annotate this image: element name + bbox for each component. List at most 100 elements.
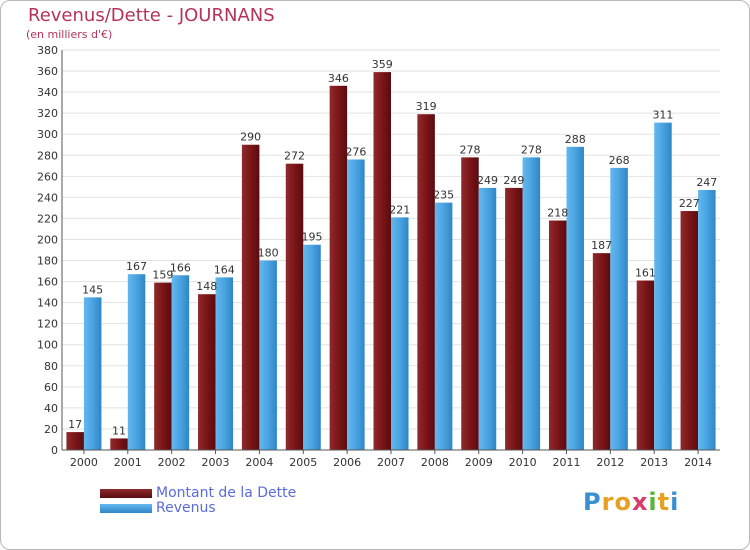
bar-debt-2010 <box>505 187 523 451</box>
y-tick-label: 320 <box>37 107 58 120</box>
legend-label-dette: Montant de la Dette <box>156 485 297 501</box>
bar-revenus-2006 <box>347 159 365 450</box>
y-tick-label: 160 <box>37 276 58 289</box>
x-tick-label-2011: 2011 <box>552 456 580 469</box>
bar-revenus-2005 <box>303 244 321 450</box>
data-label-revenus-2010: 278 <box>521 143 542 156</box>
logo-letter: i <box>648 488 658 516</box>
bar-revenus-2012 <box>610 167 628 451</box>
y-tick-label: 140 <box>37 297 58 310</box>
y-tick-label: 260 <box>37 170 58 183</box>
data-label-debt-2010: 249 <box>503 174 524 187</box>
data-label-revenus-2007: 221 <box>389 203 410 216</box>
data-label-debt-2002: 159 <box>152 269 173 282</box>
data-label-debt-2000: 17 <box>68 418 82 431</box>
y-tick-label: 20 <box>44 423 58 436</box>
y-tick-label: 100 <box>37 339 58 352</box>
y-tick-label: 120 <box>37 318 58 331</box>
bar-debt-2014 <box>680 211 699 450</box>
proxiti-logo: Proxiti <box>583 488 679 516</box>
data-label-revenus-2003: 164 <box>214 263 235 276</box>
data-label-revenus-2000: 145 <box>82 283 103 296</box>
bar-debt-2001 <box>110 438 128 450</box>
bar-debt-2009 <box>461 157 479 451</box>
data-label-debt-2009: 278 <box>459 143 480 156</box>
data-label-revenus-2012: 268 <box>609 154 630 167</box>
data-label-debt-2014: 227 <box>679 197 700 210</box>
bar-revenus-2010 <box>522 157 541 451</box>
bar-revenus-2003 <box>215 277 234 450</box>
data-label-revenus-2006: 276 <box>345 145 366 158</box>
bar-debt-2006 <box>329 85 348 450</box>
bar-revenus-2011 <box>566 146 584 450</box>
x-tick-label-2007: 2007 <box>377 456 405 469</box>
logo-letter: i <box>670 488 680 516</box>
y-tick-label: 0 <box>51 444 58 457</box>
data-label-revenus-2009: 249 <box>477 174 498 187</box>
y-tick-label: 240 <box>37 191 58 204</box>
x-tick-label-2010: 2010 <box>509 456 537 469</box>
x-tick-label-2009: 2009 <box>465 456 493 469</box>
bar-debt-2011 <box>548 220 567 450</box>
bar-revenus-2013 <box>654 122 672 450</box>
logo-letter: t <box>657 488 671 516</box>
logo-letter: P <box>583 488 602 516</box>
bar-debt-2003 <box>198 294 216 450</box>
y-tick-label: 300 <box>37 128 58 141</box>
data-label-revenus-2013: 311 <box>652 109 673 122</box>
data-label-debt-2005: 272 <box>284 150 305 163</box>
logo-letter: o <box>614 488 632 516</box>
legend-swatch-revenus <box>100 504 152 513</box>
logo-letter: r <box>601 488 615 516</box>
y-tick-label: 40 <box>44 402 58 415</box>
x-tick-label-2001: 2001 <box>114 456 142 469</box>
data-label-revenus-2002: 166 <box>170 261 191 274</box>
chart-title: Revenus/Dette - JOURNANS <box>28 5 275 26</box>
x-tick-label-2003: 2003 <box>202 456 230 469</box>
legend-swatch-dette <box>100 489 152 498</box>
data-label-debt-2013: 161 <box>635 267 656 280</box>
bar-debt-2013 <box>636 280 655 450</box>
data-label-revenus-2011: 288 <box>565 133 586 146</box>
y-tick-label: 180 <box>37 255 58 268</box>
bar-debt-2000 <box>66 432 84 450</box>
data-label-revenus-2014: 247 <box>696 176 717 189</box>
x-tick-label-2005: 2005 <box>289 456 317 469</box>
x-tick-label-2004: 2004 <box>245 456 273 469</box>
data-label-debt-2011: 218 <box>547 207 568 220</box>
bar-debt-2004 <box>241 144 260 450</box>
data-label-revenus-2005: 195 <box>302 231 323 244</box>
bar-debt-2007 <box>373 72 391 451</box>
x-tick-label-2000: 2000 <box>70 456 98 469</box>
axes-group: 0 20 40 60 80 100 120 140 160 180 200 220 240 260 280 3… <box>37 44 720 469</box>
bar-debt-2008 <box>417 114 435 451</box>
bar-debt-2002 <box>154 282 172 450</box>
logo-letter: x <box>631 488 649 516</box>
data-label-debt-2003: 148 <box>196 280 217 293</box>
bar-revenus-2002 <box>171 275 190 450</box>
bar-debt-2012 <box>592 253 611 450</box>
bar-revenus-2008 <box>434 202 453 450</box>
data-label-revenus-2004: 180 <box>258 247 279 260</box>
y-tick-label: 360 <box>37 65 58 78</box>
x-tick-label-2012: 2012 <box>596 456 624 469</box>
bar-revenus-2014 <box>698 190 716 450</box>
data-label-debt-2001: 11 <box>112 424 126 437</box>
chart-subtitle: (en milliers d'€) <box>26 28 113 41</box>
x-tick-label-2006: 2006 <box>333 456 361 469</box>
y-tick-label: 280 <box>37 149 58 162</box>
x-tick-label-2008: 2008 <box>421 456 449 469</box>
data-label-debt-2012: 187 <box>591 239 612 252</box>
bar-debt-2005 <box>285 163 304 450</box>
bar-revenus-2009 <box>478 187 497 451</box>
data-label-debt-2004: 290 <box>240 131 261 144</box>
data-label-revenus-2008: 235 <box>433 189 454 202</box>
data-label-debt-2008: 319 <box>416 100 437 113</box>
y-tick-label: 340 <box>37 86 58 99</box>
bar-revenus-2007 <box>391 217 409 450</box>
y-tick-label: 380 <box>37 44 58 57</box>
y-tick-label: 200 <box>37 233 58 246</box>
y-tick-label: 60 <box>44 381 58 394</box>
